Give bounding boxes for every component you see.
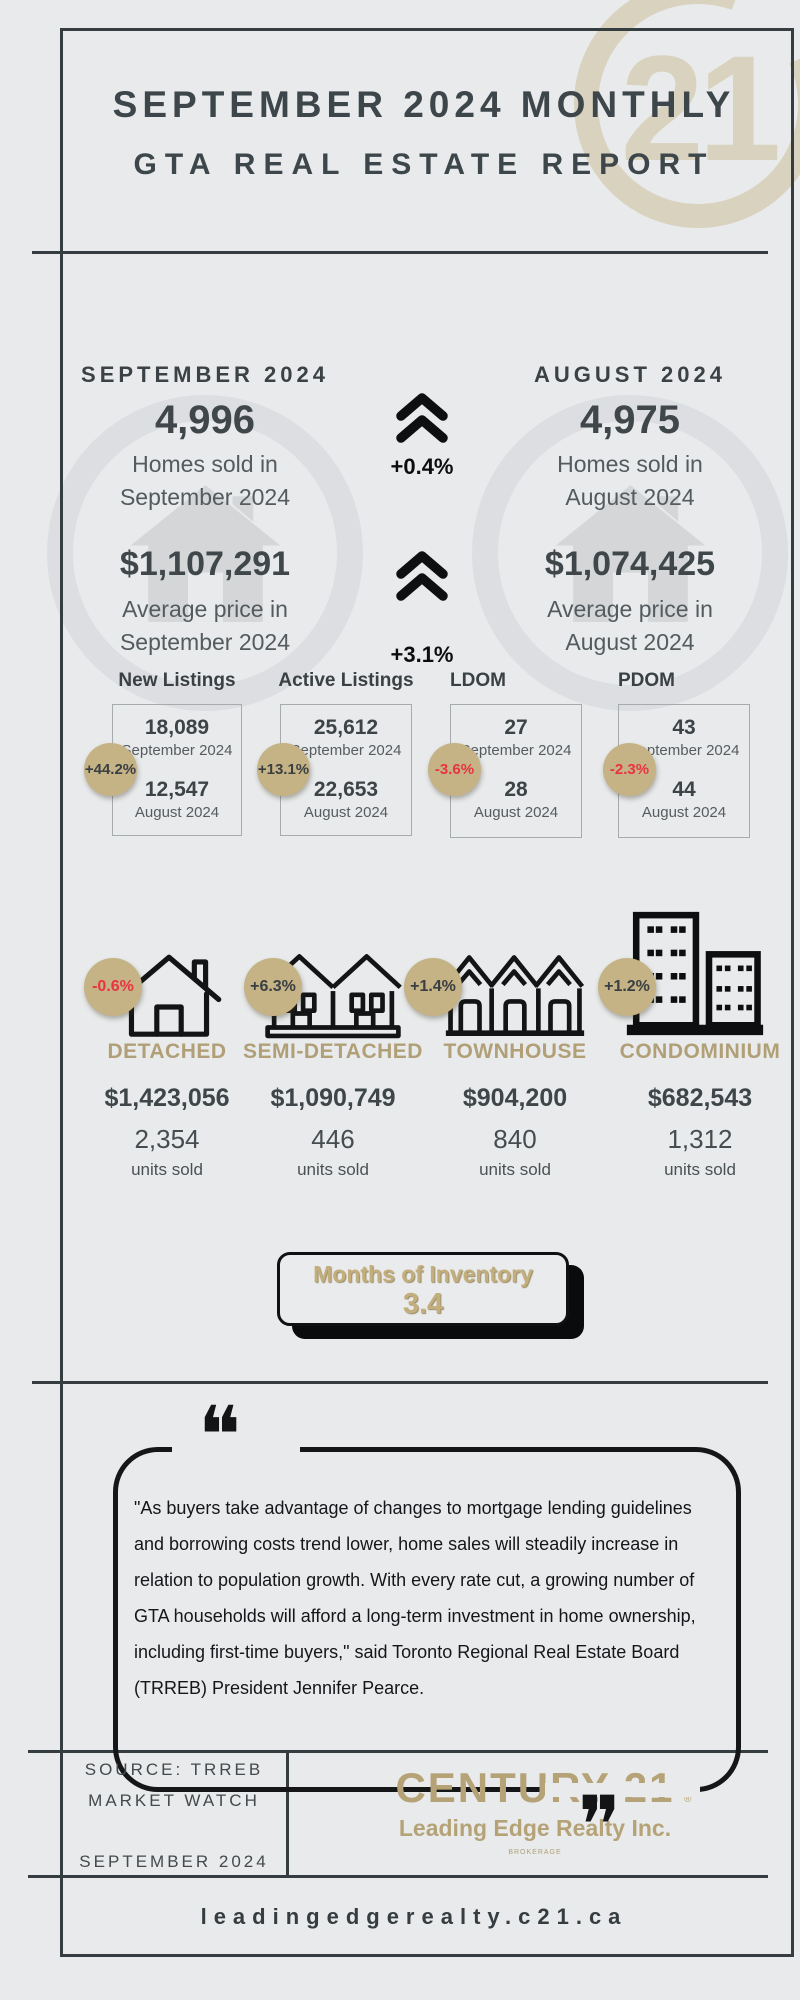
stat-previous: 22,653 — [313, 778, 379, 801]
house-watermark-icon — [555, 484, 705, 622]
seal-number: 21 — [621, 24, 778, 192]
stat-current-period: September 2024 — [121, 742, 233, 759]
property-label-detached: DETACHED — [107, 1040, 227, 1063]
stat-title-ldom: LDOM — [450, 670, 506, 691]
detached-house-icon — [116, 954, 222, 1037]
separator-header — [32, 251, 768, 254]
september-homes-sold: 4,996 — [154, 398, 256, 442]
change-badge-pdom: -2.3% — [603, 743, 656, 796]
property-units-label-detached: units sold — [131, 1160, 203, 1179]
double-chevron-up-icon — [396, 393, 448, 443]
property-price-semi-detached: $1,090,749 — [270, 1084, 396, 1112]
months-of-inventory-box: Months of Inventory 3.4 — [277, 1252, 569, 1326]
property-units-label-condominium: units sold — [664, 1160, 736, 1179]
brand-registered-mark: ® — [684, 1794, 692, 1805]
double-chevron-up-icon — [396, 551, 448, 601]
quote-box — [113, 1447, 741, 1792]
september-avg-price: $1,107,291 — [119, 545, 291, 583]
property-units-label-townhouse: units sold — [479, 1160, 551, 1179]
change-badge-semi-detached: +6.3% — [244, 958, 302, 1016]
stat-title-pdom: PDOM — [618, 670, 675, 691]
open-quote-icon: ❝ — [198, 1389, 242, 1482]
change-badge-active-listings: +13.1% — [257, 743, 310, 796]
stat-previous-period: August 2024 — [641, 804, 727, 821]
property-units-detached: 2,354 — [134, 1124, 200, 1154]
page-title: SEPTEMBER 2024 MONTHLY — [112, 84, 736, 125]
separator-footer-vertical — [286, 1750, 289, 1878]
price-change-label: +3.1% — [390, 642, 454, 667]
source-line-3: SEPTEMBER 2024 — [79, 1852, 269, 1871]
quote-border-gap-top — [172, 1443, 300, 1456]
seal-sm-mark: SM — [782, 167, 799, 179]
brand-company-name: Leading Edge Realty Inc. — [398, 1815, 672, 1841]
change-badge-townhouse: +1.4% — [404, 958, 462, 1016]
homes-change-label: +0.4% — [390, 454, 454, 479]
stat-current: 25,612 — [313, 716, 379, 739]
property-price-townhouse: $904,200 — [462, 1084, 568, 1112]
townhouse-row-icon — [444, 955, 585, 1036]
source-line-1: SOURCE: TRREB — [84, 1760, 264, 1779]
stat-previous-period: August 2024 — [303, 804, 389, 821]
august-homes-caption: Homes sold in August 2024 — [557, 451, 703, 510]
separator-quote — [32, 1381, 768, 1384]
property-label-semi-detached: SEMI-DETACHED — [243, 1040, 423, 1063]
property-units-label-semi-detached: units sold — [297, 1160, 369, 1179]
stat-current-period: September 2024 — [290, 742, 402, 759]
house-watermark-icon — [130, 484, 280, 622]
august-label: AUGUST 2024 — [534, 362, 726, 387]
page-subtitle: GTA REAL ESTATE REPORT — [133, 148, 715, 181]
quote-border-gap-bottom — [545, 1783, 700, 1797]
semi-detached-house-icon — [264, 954, 402, 1039]
stat-previous-period: August 2024 — [473, 804, 559, 821]
september-price-caption: Average price in September 2024 — [119, 596, 291, 655]
stat-previous: 44 — [672, 778, 696, 801]
change-badge-detached: -0.6% — [84, 958, 142, 1016]
stat-box-active-listings: 25,612 September 2024 22,653 August 2024 — [280, 704, 412, 836]
stat-previous: 12,547 — [144, 778, 210, 801]
property-units-semi-detached: 446 — [311, 1124, 355, 1154]
inventory-value: 3.4 — [402, 1288, 444, 1320]
stat-previous-period: August 2024 — [134, 804, 220, 821]
stat-box-ldom: 27 September 2024 28 August 2024 — [450, 704, 582, 838]
website-url: leadingedgerealty.c21.ca — [200, 1904, 628, 1929]
august-avg-price: $1,074,425 — [544, 545, 716, 583]
stat-current: 43 — [672, 716, 696, 739]
brand-descriptor: BROKERAGE — [508, 1849, 562, 1856]
property-units-condominium: 1,312 — [667, 1124, 733, 1154]
quote-text: "As buyers take advantage of changes to … — [134, 1498, 696, 1698]
stat-box-pdom: 43 September 2024 44 August 2024 — [618, 704, 750, 838]
august-price-caption: Average price in August 2024 — [547, 596, 713, 655]
century21-seal-icon: 21 SM — [574, 0, 800, 228]
stat-title-new-listings: New Listings — [118, 670, 236, 691]
close-quote-icon: ❞ — [578, 1779, 622, 1872]
september-homes-caption: Homes sold in September 2024 — [119, 451, 291, 510]
change-badge-condominium: +1.2% — [598, 958, 656, 1016]
stat-current-period: September 2024 — [460, 742, 572, 759]
property-label-townhouse: TOWNHOUSE — [443, 1040, 587, 1063]
august-homes-sold: 4,975 — [579, 398, 681, 442]
property-label-condominium: CONDOMINIUM — [619, 1040, 781, 1063]
separator-footer-top — [28, 1750, 768, 1753]
stat-current: 27 — [504, 716, 528, 739]
source-line-2: MARKET WATCH — [88, 1791, 260, 1810]
property-price-condominium: $682,543 — [647, 1084, 753, 1112]
page-frame — [60, 28, 794, 1957]
change-badge-new-listings: +44.2% — [84, 743, 137, 796]
stat-current: 18,089 — [144, 716, 210, 739]
stat-title-active-listings: Active Listings — [278, 670, 414, 691]
stat-previous: 28 — [504, 778, 528, 801]
property-price-detached: $1,423,056 — [104, 1084, 230, 1112]
property-units-townhouse: 840 — [493, 1124, 537, 1154]
separator-footer-mid — [28, 1875, 768, 1878]
september-label: SEPTEMBER 2024 — [81, 362, 329, 387]
change-badge-ldom: -3.6% — [428, 743, 481, 796]
inventory-label: Months of Inventory — [313, 1261, 533, 1287]
stat-current-period: September 2024 — [628, 742, 740, 759]
